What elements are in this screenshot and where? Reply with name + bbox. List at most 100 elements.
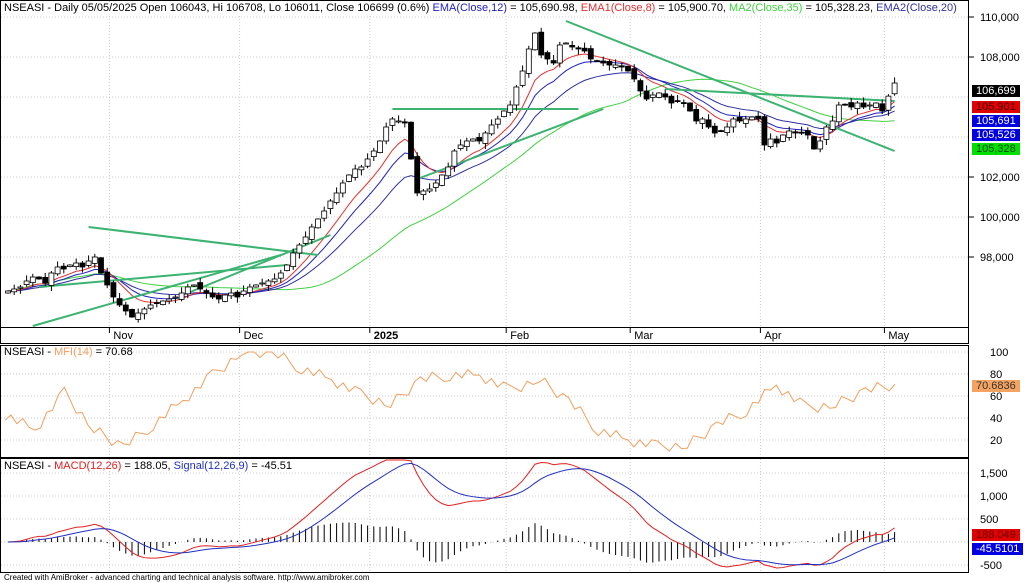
candle-body xyxy=(389,118,396,126)
price-axis-tick: 102,000 xyxy=(980,172,1020,184)
candle-body xyxy=(17,286,24,289)
candle-body xyxy=(879,103,886,112)
candle-body xyxy=(457,144,464,149)
candle-body xyxy=(532,32,538,51)
signal-tag: -45.5101 xyxy=(972,543,1024,555)
candle-body xyxy=(736,117,743,122)
candle-body xyxy=(408,121,414,160)
candle-body xyxy=(587,48,594,60)
candle-body xyxy=(482,132,489,144)
mfi-axis-tick: 100 xyxy=(990,347,1008,359)
candle-body xyxy=(488,124,495,135)
ma35-tag: 105,328 xyxy=(972,143,1020,155)
candle-body xyxy=(581,47,588,52)
candle-body xyxy=(228,292,235,297)
candle-body xyxy=(184,286,191,295)
macd-axis-tick: 500 xyxy=(980,514,998,526)
macd-line xyxy=(7,459,895,569)
date-label: 2025 xyxy=(374,330,398,342)
candle-body xyxy=(42,276,49,284)
trendline xyxy=(187,234,331,294)
candle-body xyxy=(333,192,340,203)
candle-body xyxy=(606,61,613,66)
candle-body xyxy=(308,226,315,240)
mfi-label: MFI(14) xyxy=(54,346,93,358)
macd-axis-tick: 1,000 xyxy=(980,491,1008,503)
candle-body xyxy=(693,109,700,122)
candle-body xyxy=(625,65,631,72)
candle-body xyxy=(259,282,266,285)
signal-line xyxy=(7,462,895,566)
candle-body xyxy=(377,140,383,153)
candle-body xyxy=(327,200,334,209)
macd-label: MACD(12,26) xyxy=(54,460,122,472)
candle-body xyxy=(742,118,749,124)
mfi-axis-tick: 60 xyxy=(990,391,1002,403)
close-tag: 106,699 xyxy=(972,85,1020,97)
mfi-prefix: NSEASI - xyxy=(4,346,55,358)
macd-axis-tick: 1,500 xyxy=(980,468,1008,480)
candle-body xyxy=(804,130,811,136)
candle-body xyxy=(891,82,898,95)
candle-body xyxy=(705,119,712,128)
candle-body xyxy=(178,292,185,300)
candle-body xyxy=(135,312,142,320)
candle-body xyxy=(426,188,433,192)
candle-body xyxy=(240,290,247,295)
candle-body xyxy=(147,304,154,309)
candle-body xyxy=(594,60,600,62)
ma35-value: = 105,328.23, xyxy=(802,2,877,14)
candle-body xyxy=(23,280,30,285)
candle-body xyxy=(538,31,545,56)
candle-body xyxy=(141,308,148,315)
candle-body xyxy=(866,104,873,107)
candle-body xyxy=(798,131,805,134)
candle-body xyxy=(215,294,222,300)
candle-body xyxy=(823,126,830,140)
candle-body xyxy=(302,236,309,244)
candle-body xyxy=(60,265,67,270)
candle-body xyxy=(643,90,650,100)
candle-body xyxy=(513,86,520,106)
candle-body xyxy=(718,130,724,133)
date-label: Apr xyxy=(764,330,781,342)
macd-prefix: NSEASI - xyxy=(4,460,55,472)
candle-body xyxy=(79,262,86,268)
candle-body xyxy=(618,65,625,68)
candle-body xyxy=(730,118,737,128)
mfi-value: = 70.68 xyxy=(92,346,133,358)
candle-body xyxy=(711,125,718,134)
price-axis-tick: 98,000 xyxy=(980,252,1014,264)
candle-body xyxy=(749,116,755,121)
ema8-tag: 105,901 xyxy=(972,101,1020,113)
candle-body xyxy=(637,80,644,92)
candle-body xyxy=(209,292,216,298)
candle-body xyxy=(792,131,799,134)
candle-body xyxy=(395,120,402,123)
candle-body xyxy=(5,290,11,294)
candle-body xyxy=(122,304,129,312)
candle-body xyxy=(234,291,241,298)
candle-body xyxy=(277,272,284,279)
candle-body xyxy=(649,94,656,98)
trendline xyxy=(88,226,319,256)
candle-body xyxy=(755,115,762,120)
candle-body xyxy=(569,45,576,48)
candle-body xyxy=(166,298,173,302)
candle-body xyxy=(668,95,675,104)
mfi-line xyxy=(4,351,896,452)
candle-body xyxy=(451,150,458,167)
date-label: Feb xyxy=(510,330,529,342)
candle-body xyxy=(29,276,36,283)
ma35-label: MA2(Close,35) xyxy=(729,2,803,14)
candle-body xyxy=(674,100,681,102)
trendline xyxy=(32,254,282,327)
candle-body xyxy=(414,156,421,194)
candle-body xyxy=(544,52,551,60)
date-label: Dec xyxy=(244,330,264,342)
candle-body xyxy=(116,298,123,306)
pane-border xyxy=(0,345,969,458)
candle-body xyxy=(773,138,780,144)
